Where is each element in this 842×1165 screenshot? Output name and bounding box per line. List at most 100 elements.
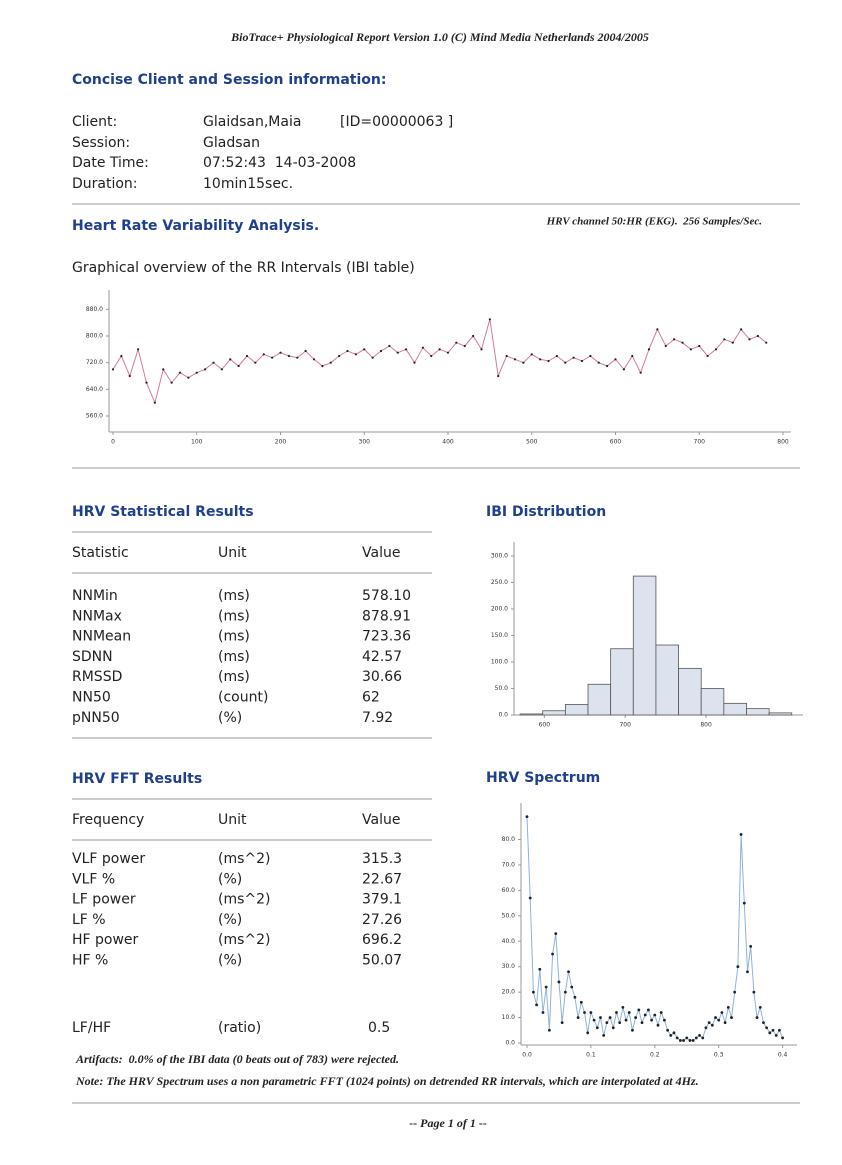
note: Note: The HRV Spectrum uses a non parame… bbox=[75, 1074, 699, 1088]
x-tick-label: 800 bbox=[777, 439, 789, 446]
data-point bbox=[111, 368, 115, 371]
table-cell: VLF power bbox=[72, 851, 145, 867]
data-point bbox=[480, 348, 483, 351]
data-point bbox=[717, 1018, 721, 1022]
data-point bbox=[513, 358, 517, 361]
data-point bbox=[723, 1021, 727, 1025]
data-point bbox=[535, 1003, 538, 1007]
data-point bbox=[522, 361, 525, 364]
data-point bbox=[656, 1023, 660, 1027]
y-tick-label: 50.0 bbox=[495, 685, 509, 692]
y-tick-label: 100.0 bbox=[491, 658, 508, 665]
data-point bbox=[689, 348, 692, 351]
histogram-bar bbox=[564, 703, 589, 716]
table-cell: 315.3 bbox=[362, 851, 402, 867]
x-tick-label: 200 bbox=[275, 439, 287, 446]
data-point bbox=[262, 353, 265, 356]
data-point bbox=[567, 970, 570, 974]
data-point bbox=[749, 944, 753, 948]
y-tick-label: 200.0 bbox=[491, 605, 508, 612]
x-tick-label: 700 bbox=[619, 722, 631, 729]
table-header: Statistic bbox=[72, 545, 129, 561]
data-point bbox=[704, 1026, 708, 1030]
page-number: -- Page 1 of 1 -- bbox=[409, 1116, 487, 1130]
data-point bbox=[659, 1011, 663, 1014]
histogram-bar bbox=[678, 667, 702, 716]
data-point bbox=[497, 374, 500, 378]
table-header: Unit bbox=[218, 812, 247, 828]
data-point bbox=[463, 344, 466, 348]
data-point bbox=[650, 1018, 654, 1022]
data-point bbox=[765, 341, 768, 344]
data-point bbox=[438, 348, 441, 351]
data-point bbox=[287, 354, 290, 358]
table-cell: (%) bbox=[218, 871, 242, 887]
data-point bbox=[688, 1039, 692, 1042]
data-point bbox=[733, 990, 737, 994]
data-point bbox=[528, 896, 532, 900]
data-point bbox=[675, 1036, 679, 1040]
table-cell: 696.2 bbox=[362, 932, 402, 948]
data-point bbox=[379, 349, 383, 353]
section-title: Concise Client and Session information: bbox=[72, 72, 386, 88]
channel-info: HRV channel 50:HR (EKG). 256 Samples/Sec… bbox=[546, 216, 762, 228]
data-point bbox=[698, 1033, 701, 1037]
data-point bbox=[731, 341, 734, 344]
data-point bbox=[570, 985, 574, 989]
field-value: Gladsan bbox=[203, 135, 260, 151]
data-point bbox=[631, 1028, 634, 1032]
x-tick-label: 100 bbox=[191, 439, 203, 446]
data-point bbox=[714, 348, 718, 351]
field-value: [ID=00000063 ] bbox=[340, 114, 453, 130]
data-point bbox=[563, 990, 567, 994]
table-cell: HF % bbox=[72, 953, 108, 969]
chart-title: Graphical overview of the RR Intervals (… bbox=[72, 260, 415, 276]
data-point bbox=[544, 985, 548, 989]
data-point bbox=[237, 364, 240, 368]
data-point bbox=[296, 356, 299, 359]
data-point bbox=[681, 341, 684, 344]
data-point bbox=[748, 338, 751, 341]
data-point bbox=[505, 354, 508, 358]
data-point bbox=[701, 1036, 705, 1040]
data-point bbox=[547, 359, 550, 363]
histogram-bar bbox=[768, 712, 793, 716]
data-point bbox=[145, 381, 148, 384]
histogram-bar bbox=[587, 683, 612, 716]
table-cell: (ratio) bbox=[218, 1020, 261, 1036]
table-header: Value bbox=[362, 812, 400, 828]
data-point bbox=[572, 356, 575, 359]
table-cell: (ms) bbox=[218, 629, 250, 645]
data-point bbox=[405, 348, 408, 351]
data-point bbox=[678, 1039, 682, 1042]
y-tick-label: 300.0 bbox=[491, 552, 508, 559]
x-tick-label: 0 bbox=[111, 439, 115, 446]
table-cell: VLF % bbox=[72, 871, 115, 887]
data-point bbox=[589, 1011, 593, 1014]
table-cell: SDNN bbox=[72, 649, 113, 665]
data-point bbox=[363, 348, 366, 351]
y-tick-label: 560.0 bbox=[86, 413, 103, 420]
data-point bbox=[640, 1021, 644, 1025]
field-label: Duration: bbox=[72, 176, 138, 192]
data-point bbox=[685, 1036, 689, 1040]
data-point bbox=[739, 833, 743, 836]
table-cell: 0.5 bbox=[368, 1020, 390, 1036]
data-point bbox=[580, 359, 584, 363]
data-point bbox=[220, 368, 223, 371]
data-point bbox=[631, 354, 634, 358]
data-point bbox=[774, 1033, 778, 1037]
y-tick-label: 640.0 bbox=[86, 386, 103, 393]
data-line bbox=[112, 319, 767, 405]
data-point bbox=[597, 361, 600, 364]
data-point bbox=[388, 344, 391, 348]
table-cell: 27.26 bbox=[362, 912, 402, 928]
table-cell: (ms^2) bbox=[218, 892, 271, 908]
table-cell: HF power bbox=[72, 932, 139, 948]
data-point bbox=[602, 1033, 606, 1037]
data-point bbox=[589, 354, 592, 358]
data-point bbox=[396, 351, 399, 354]
table-cell: (ms^2) bbox=[218, 932, 271, 948]
data-point bbox=[746, 970, 749, 974]
data-point bbox=[178, 371, 182, 374]
